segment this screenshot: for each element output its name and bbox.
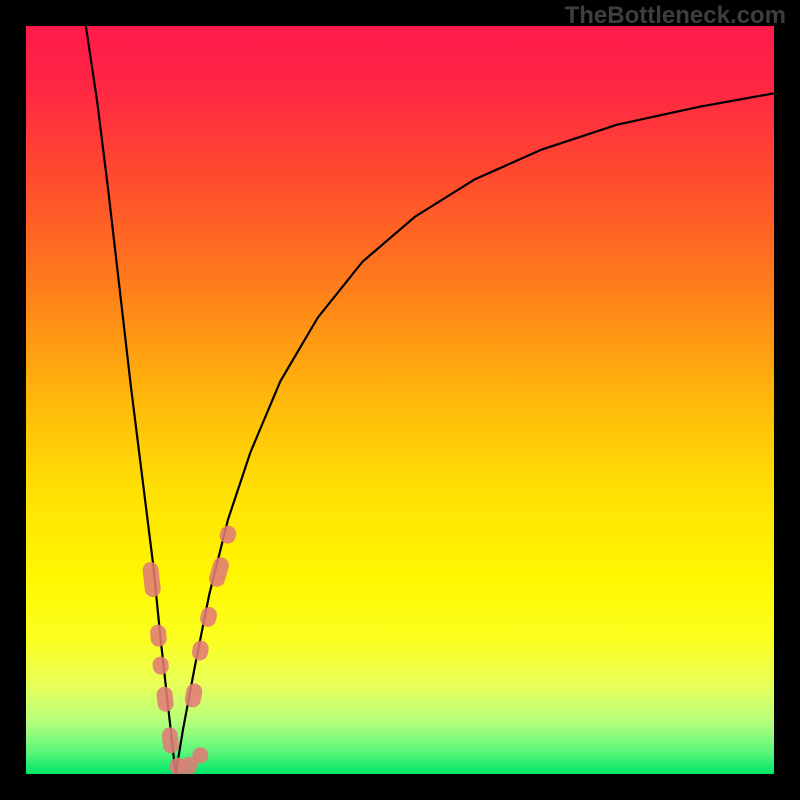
chart-background: [26, 26, 774, 774]
bottleneck-chart: [0, 0, 800, 800]
watermark-text: TheBottleneck.com: [565, 2, 786, 30]
chart-frame: TheBottleneck.com: [0, 0, 800, 800]
